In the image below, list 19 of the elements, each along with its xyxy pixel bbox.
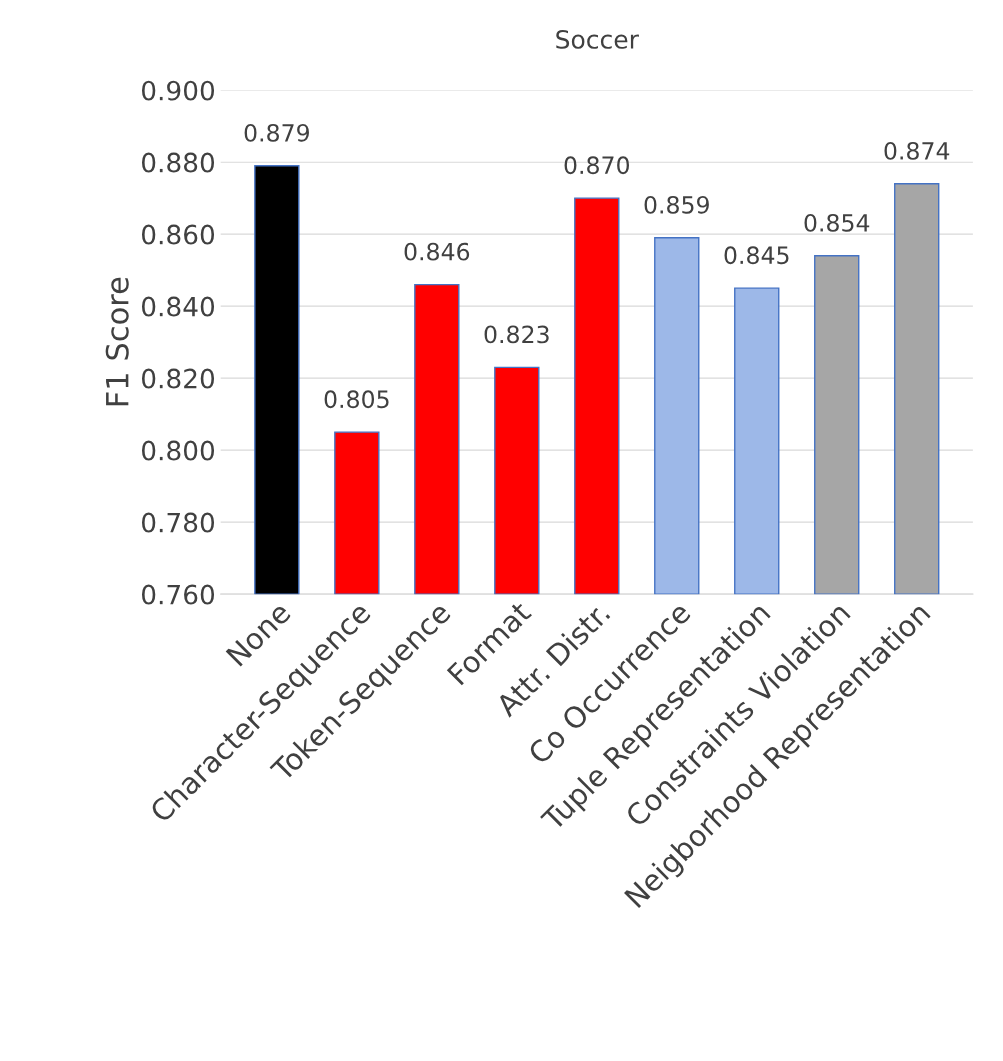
y-tick-label: 0.900 <box>141 80 215 101</box>
y-tick-label: 0.840 <box>141 296 215 317</box>
data-label: 0.854 <box>804 213 870 232</box>
y-tick-label: 0.880 <box>141 152 215 173</box>
y-tick-label: 0.780 <box>141 512 215 533</box>
y-axis-title: F1 Score <box>105 277 129 406</box>
y-tick-label: 0.820 <box>141 368 215 389</box>
data-label: 0.870 <box>564 156 630 175</box>
data-label: 0.846 <box>404 242 470 261</box>
data-label: 0.879 <box>244 123 309 142</box>
data-label: 0.859 <box>644 195 709 214</box>
y-tick-label: 0.860 <box>141 224 215 245</box>
data-label: 0.845 <box>724 246 789 265</box>
data-label: 0.823 <box>484 325 549 344</box>
y-tick-label: 0.760 <box>141 584 215 605</box>
chart-title: Soccer <box>556 29 639 49</box>
data-label: 0.805 <box>324 390 389 409</box>
y-tick-label: 0.800 <box>141 440 215 461</box>
data-label: 0.874 <box>884 141 950 160</box>
